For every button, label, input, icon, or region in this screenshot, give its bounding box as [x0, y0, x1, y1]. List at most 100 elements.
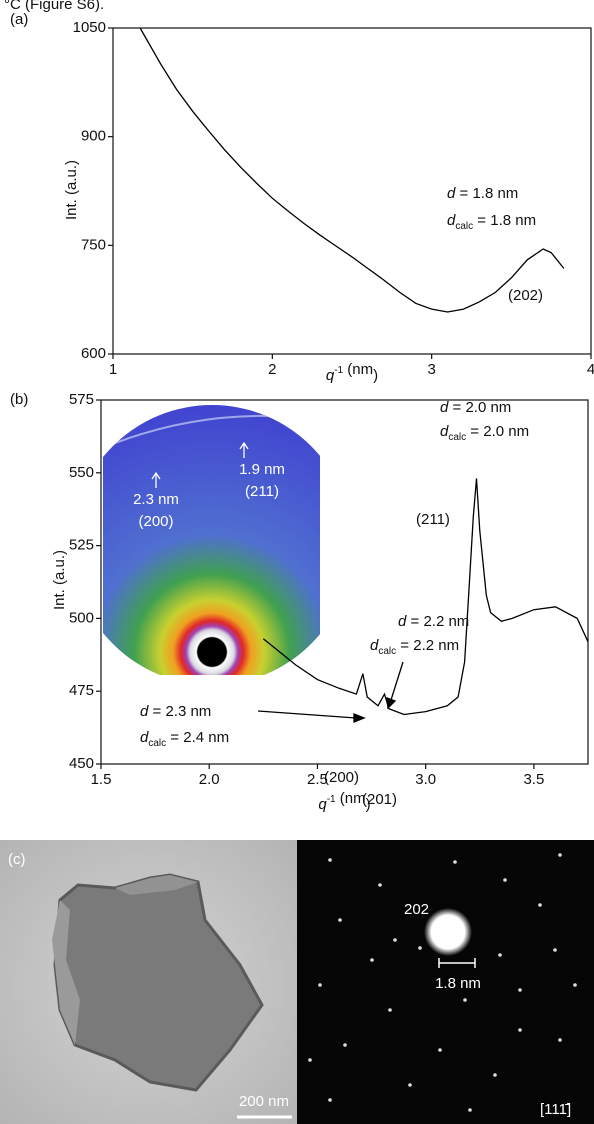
annotation: dcalc = 2.4 nm — [140, 729, 229, 749]
plot-frame — [100, 399, 589, 765]
x-axis-label-sup: -1 — [334, 365, 343, 376]
panel-label: (a) — [10, 11, 28, 28]
annotation: (201) — [362, 791, 397, 808]
y-tick-label: 600 — [81, 345, 106, 362]
spacing-label: 1.8 nm — [435, 975, 481, 992]
x-tick-label: 2 — [268, 361, 276, 378]
annotation: dcalc = 2.2 nm — [370, 637, 459, 657]
x-axis-label-italic: q — [326, 367, 335, 384]
y-tick-label: 525 — [69, 537, 94, 554]
y-tick-label: 575 — [69, 391, 94, 408]
scale-bar-label: 200 nm — [239, 1093, 289, 1110]
annotation-text: = 2.4 nm — [166, 729, 229, 746]
diffraction-spot — [393, 938, 397, 942]
annotation-text: = 1.8 nm — [473, 212, 536, 229]
annotation: d = 2.2 nm — [398, 613, 469, 630]
panel-label: (b) — [10, 391, 28, 408]
annotation-text: = 2.2 nm — [396, 637, 459, 654]
inset-label: (200) — [138, 513, 173, 530]
diffraction-spot — [463, 998, 467, 1002]
diffraction-spot — [518, 988, 522, 992]
annotation: dcalc = 2.0 nm — [440, 423, 529, 443]
x-axis-label-italic: q — [318, 796, 327, 813]
diffraction-spot — [338, 918, 342, 922]
annotation-text: (200) — [324, 769, 359, 786]
panel-label: (c) — [8, 851, 26, 868]
annotation: d = 2.0 nm — [440, 399, 511, 416]
data-line — [262, 478, 589, 716]
x-axis-label-sup: -1 — [327, 794, 336, 805]
annotation-text: = 2.3 nm — [148, 703, 211, 720]
annotation-sub: calc — [378, 646, 396, 657]
diffraction-spot — [558, 853, 562, 857]
diffraction-image — [237, 840, 594, 1124]
diffraction-spot — [418, 946, 422, 950]
zone-axis-label: [111̄] — [540, 1101, 571, 1118]
diffraction-spot — [453, 860, 457, 864]
annotation-italic: d — [440, 423, 449, 440]
spot-label: 202 — [404, 901, 429, 918]
diffraction-spot — [408, 1083, 412, 1087]
diffraction-spot — [343, 1043, 347, 1047]
diffraction-spot — [308, 1058, 312, 1062]
annotation-sub: calc — [448, 432, 466, 443]
tem-image — [0, 840, 297, 1124]
x-axis-label-end: ) — [366, 796, 371, 813]
x-tick-label: 2.0 — [199, 771, 220, 788]
x-tick-label: 4 — [587, 361, 594, 378]
y-tick-label: 900 — [81, 128, 106, 145]
inset-label: 1.9 nm — [239, 461, 285, 478]
annotation-italic: d — [447, 212, 456, 229]
annotation: d = 1.8 nm — [447, 185, 518, 202]
diffraction-spot — [378, 883, 382, 887]
diffraction-spot — [553, 948, 557, 952]
diffraction-spot — [518, 1028, 522, 1032]
annotation-italic: d — [370, 637, 379, 654]
x-axis-label: q-1 (nm) — [326, 361, 378, 384]
annotation-italic: d — [140, 729, 149, 746]
y-tick-label: 500 — [69, 609, 94, 626]
diffraction-spot — [493, 1073, 497, 1077]
y-tick-label: 475 — [69, 682, 94, 699]
y-tick-label: 1050 — [73, 19, 106, 36]
y-tick-label: 450 — [69, 755, 94, 772]
diffraction-spot — [388, 1008, 392, 1012]
annotation-text: = 1.8 nm — [455, 185, 518, 202]
x-tick-label: 3.0 — [415, 771, 436, 788]
saxs-pattern — [103, 405, 321, 675]
annotation-text: (201) — [362, 791, 397, 808]
diffraction-spot — [538, 903, 542, 907]
x-axis-label-text: (nm — [336, 790, 366, 807]
plot-frame — [112, 27, 592, 355]
caption-fragment: °C (Figure S6). — [4, 0, 104, 13]
diffraction-spot — [503, 878, 507, 882]
annotation: (200) — [324, 769, 359, 786]
x-tick-label: 1 — [109, 361, 117, 378]
y-tick-label: 750 — [81, 236, 106, 253]
annotation-sub: calc — [455, 221, 473, 232]
diffraction-spot — [318, 983, 322, 987]
annotation-text: (211) — [416, 511, 450, 528]
annotation: (211) — [416, 511, 450, 528]
x-axis-label-text: (nm — [343, 361, 373, 378]
x-axis-label: q-1 (nm) — [318, 790, 370, 813]
annotation-text: = 2.2 nm — [406, 613, 469, 630]
annotation-italic: d — [140, 703, 149, 720]
annotation-text: (202) — [508, 287, 543, 304]
diffraction-spot — [558, 1038, 562, 1042]
annotation-sub: calc — [148, 738, 166, 749]
diffraction-spot — [328, 858, 332, 862]
diffraction-spot — [468, 1108, 472, 1112]
annotation: d = 2.3 nm — [140, 703, 211, 720]
y-axis-label: Int. (a.u.) — [63, 160, 80, 220]
diffraction-spot — [438, 1048, 442, 1052]
diffraction-spot — [370, 958, 374, 962]
x-tick-label: 3.5 — [523, 771, 544, 788]
data-line — [139, 27, 565, 313]
annotation-italic: d — [440, 399, 449, 416]
annotation-text: = 2.0 nm — [448, 399, 511, 416]
arrows — [257, 661, 404, 723]
y-axis-label: Int. (a.u.) — [51, 550, 68, 610]
diffraction-spot — [573, 983, 577, 987]
